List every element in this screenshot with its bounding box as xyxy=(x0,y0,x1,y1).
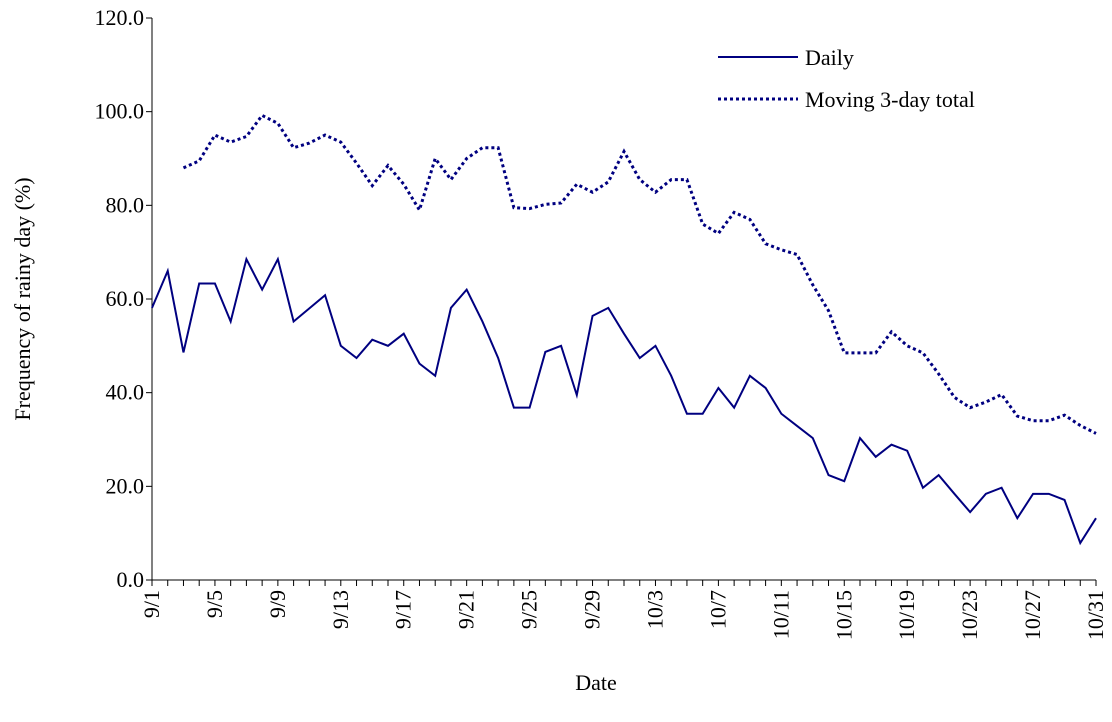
x-tick-label: 9/21 xyxy=(454,590,479,629)
y-tick-label: 80.0 xyxy=(106,192,145,217)
legend-label: Moving 3-day total xyxy=(805,87,975,112)
x-axis-title: Date xyxy=(575,670,617,695)
x-tick-label: 10/11 xyxy=(768,590,793,639)
x-tick-label: 10/7 xyxy=(705,590,730,629)
series-line xyxy=(182,113,1097,435)
y-tick-label: 60.0 xyxy=(106,286,145,311)
x-tick-label: 10/15 xyxy=(831,590,856,640)
x-tick-label: 9/13 xyxy=(328,590,353,629)
x-tick-label: 10/19 xyxy=(894,590,919,640)
x-tick-label: 9/17 xyxy=(391,590,416,629)
legend-label: Daily xyxy=(805,45,854,70)
series-line xyxy=(151,256,1097,546)
x-tick-label: 10/23 xyxy=(957,590,982,640)
x-tick-label: 9/29 xyxy=(580,590,605,629)
x-tick-label: 10/3 xyxy=(642,590,667,629)
y-tick-label: 120.0 xyxy=(95,5,145,30)
y-axis-title: Frequency of rainy day (%) xyxy=(10,177,35,420)
x-tick-label: 10/27 xyxy=(1020,590,1045,640)
y-tick-label: 100.0 xyxy=(95,99,145,124)
y-tick-label: 0.0 xyxy=(117,567,145,592)
x-tick-label: 9/5 xyxy=(202,590,227,618)
x-tick-label: 10/31 xyxy=(1083,590,1108,640)
x-tick-label: 9/1 xyxy=(139,590,164,618)
y-tick-label: 40.0 xyxy=(106,380,145,405)
x-tick-label: 9/25 xyxy=(517,590,542,629)
y-tick-label: 20.0 xyxy=(106,473,145,498)
x-tick-label: 9/9 xyxy=(265,590,290,618)
